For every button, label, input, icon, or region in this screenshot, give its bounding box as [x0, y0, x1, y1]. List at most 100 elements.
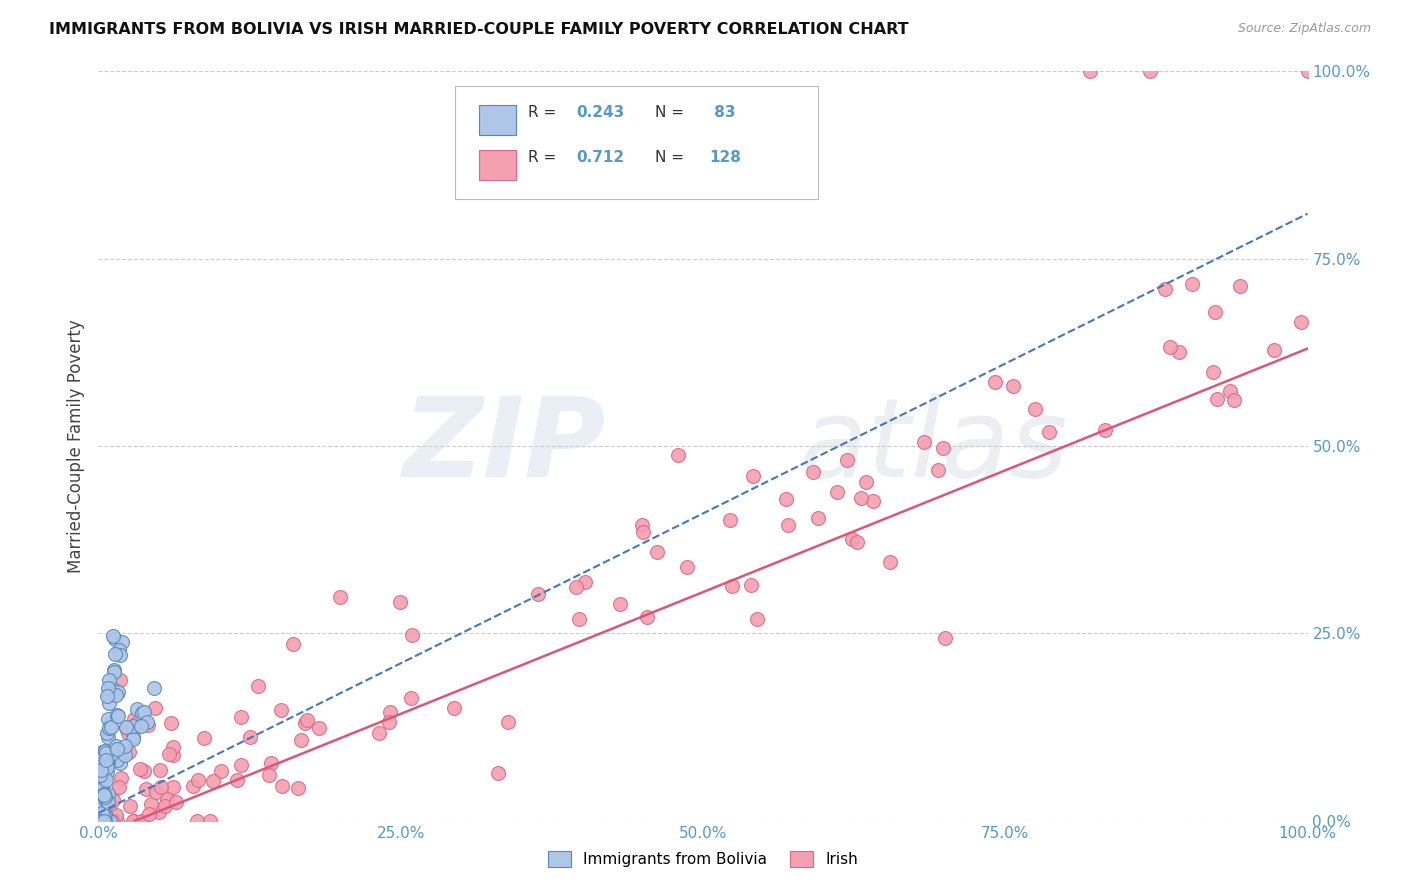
Y-axis label: Married-Couple Family Poverty: Married-Couple Family Poverty: [66, 319, 84, 573]
Text: 0.712: 0.712: [576, 150, 624, 165]
Point: [1229, 279, 1251, 293]
Point: [148, 805, 170, 820]
Point: [98, 814, 121, 828]
Point: [1078, 64, 1101, 78]
Point: [745, 612, 768, 626]
Text: N =: N =: [655, 150, 689, 165]
Point: [270, 703, 292, 717]
Point: [96, 765, 118, 780]
Point: [329, 591, 352, 605]
Point: [97, 681, 120, 695]
Point: [801, 465, 824, 479]
Point: [96, 689, 118, 703]
Point: [118, 745, 141, 759]
Text: R =: R =: [527, 105, 561, 120]
Point: [835, 452, 858, 467]
Text: 0.243: 0.243: [576, 105, 624, 120]
Point: [105, 707, 128, 722]
Point: [91, 797, 114, 812]
Point: [131, 706, 153, 721]
Point: [98, 687, 121, 701]
Point: [565, 580, 588, 594]
FancyBboxPatch shape: [479, 105, 516, 135]
Point: [105, 741, 128, 756]
Point: [89, 814, 111, 828]
Point: [121, 718, 143, 732]
Point: [108, 780, 131, 794]
Point: [90, 814, 112, 828]
Point: [718, 513, 741, 527]
Point: [89, 814, 111, 828]
Point: [108, 673, 131, 688]
Point: [96, 814, 118, 828]
Text: N =: N =: [655, 105, 689, 120]
Point: [912, 434, 935, 449]
Point: [121, 814, 143, 828]
Point: [129, 719, 152, 733]
Point: [87, 814, 110, 828]
Point: [742, 468, 765, 483]
Point: [290, 733, 312, 747]
Point: [105, 739, 128, 754]
Point: [862, 494, 884, 508]
Point: [132, 706, 155, 720]
Point: [98, 722, 121, 736]
Point: [131, 814, 153, 828]
Point: [879, 555, 901, 569]
Point: [93, 814, 115, 828]
Point: [93, 771, 115, 785]
Point: [308, 721, 330, 735]
Point: [983, 375, 1005, 389]
Point: [96, 814, 118, 828]
Point: [1024, 402, 1046, 417]
Point: [527, 587, 550, 601]
Point: [93, 808, 115, 822]
Point: [609, 597, 631, 611]
Point: [841, 532, 863, 546]
Point: [114, 739, 136, 753]
Point: [776, 518, 799, 533]
Point: [104, 632, 127, 646]
Point: [96, 814, 118, 828]
Point: [1204, 304, 1226, 318]
Point: [90, 814, 112, 828]
Point: [122, 712, 145, 726]
Point: [568, 612, 591, 626]
Point: [103, 793, 125, 807]
Point: [149, 763, 172, 777]
Point: [927, 463, 949, 477]
Point: [107, 643, 129, 657]
Point: [496, 714, 519, 729]
Point: [162, 747, 184, 762]
Point: [117, 725, 139, 739]
Point: [239, 730, 262, 744]
Legend: Immigrants from Bolivia, Irish: Immigrants from Bolivia, Irish: [541, 845, 865, 873]
Point: [825, 485, 848, 500]
Point: [229, 758, 252, 772]
Point: [846, 534, 869, 549]
Point: [91, 814, 114, 828]
Text: Source: ZipAtlas.com: Source: ZipAtlas.com: [1237, 22, 1371, 36]
Text: IMMIGRANTS FROM BOLIVIA VS IRISH MARRIED-COUPLE FAMILY POVERTY CORRELATION CHART: IMMIGRANTS FROM BOLIVIA VS IRISH MARRIED…: [49, 22, 908, 37]
Point: [93, 814, 115, 828]
Text: ZIP: ZIP: [402, 392, 606, 500]
Point: [368, 725, 391, 739]
Point: [139, 797, 162, 812]
Point: [94, 806, 117, 821]
Point: [636, 610, 658, 624]
Point: [260, 756, 283, 770]
Point: [1001, 379, 1024, 393]
Point: [90, 814, 112, 828]
Point: [115, 722, 138, 736]
Point: [89, 814, 111, 828]
Point: [721, 579, 744, 593]
Text: 128: 128: [709, 150, 741, 165]
Point: [98, 814, 121, 828]
Point: [118, 798, 141, 813]
Point: [209, 764, 232, 779]
Point: [105, 753, 128, 767]
Point: [103, 665, 125, 679]
Point: [122, 732, 145, 747]
Point: [96, 760, 118, 774]
Point: [807, 511, 830, 525]
